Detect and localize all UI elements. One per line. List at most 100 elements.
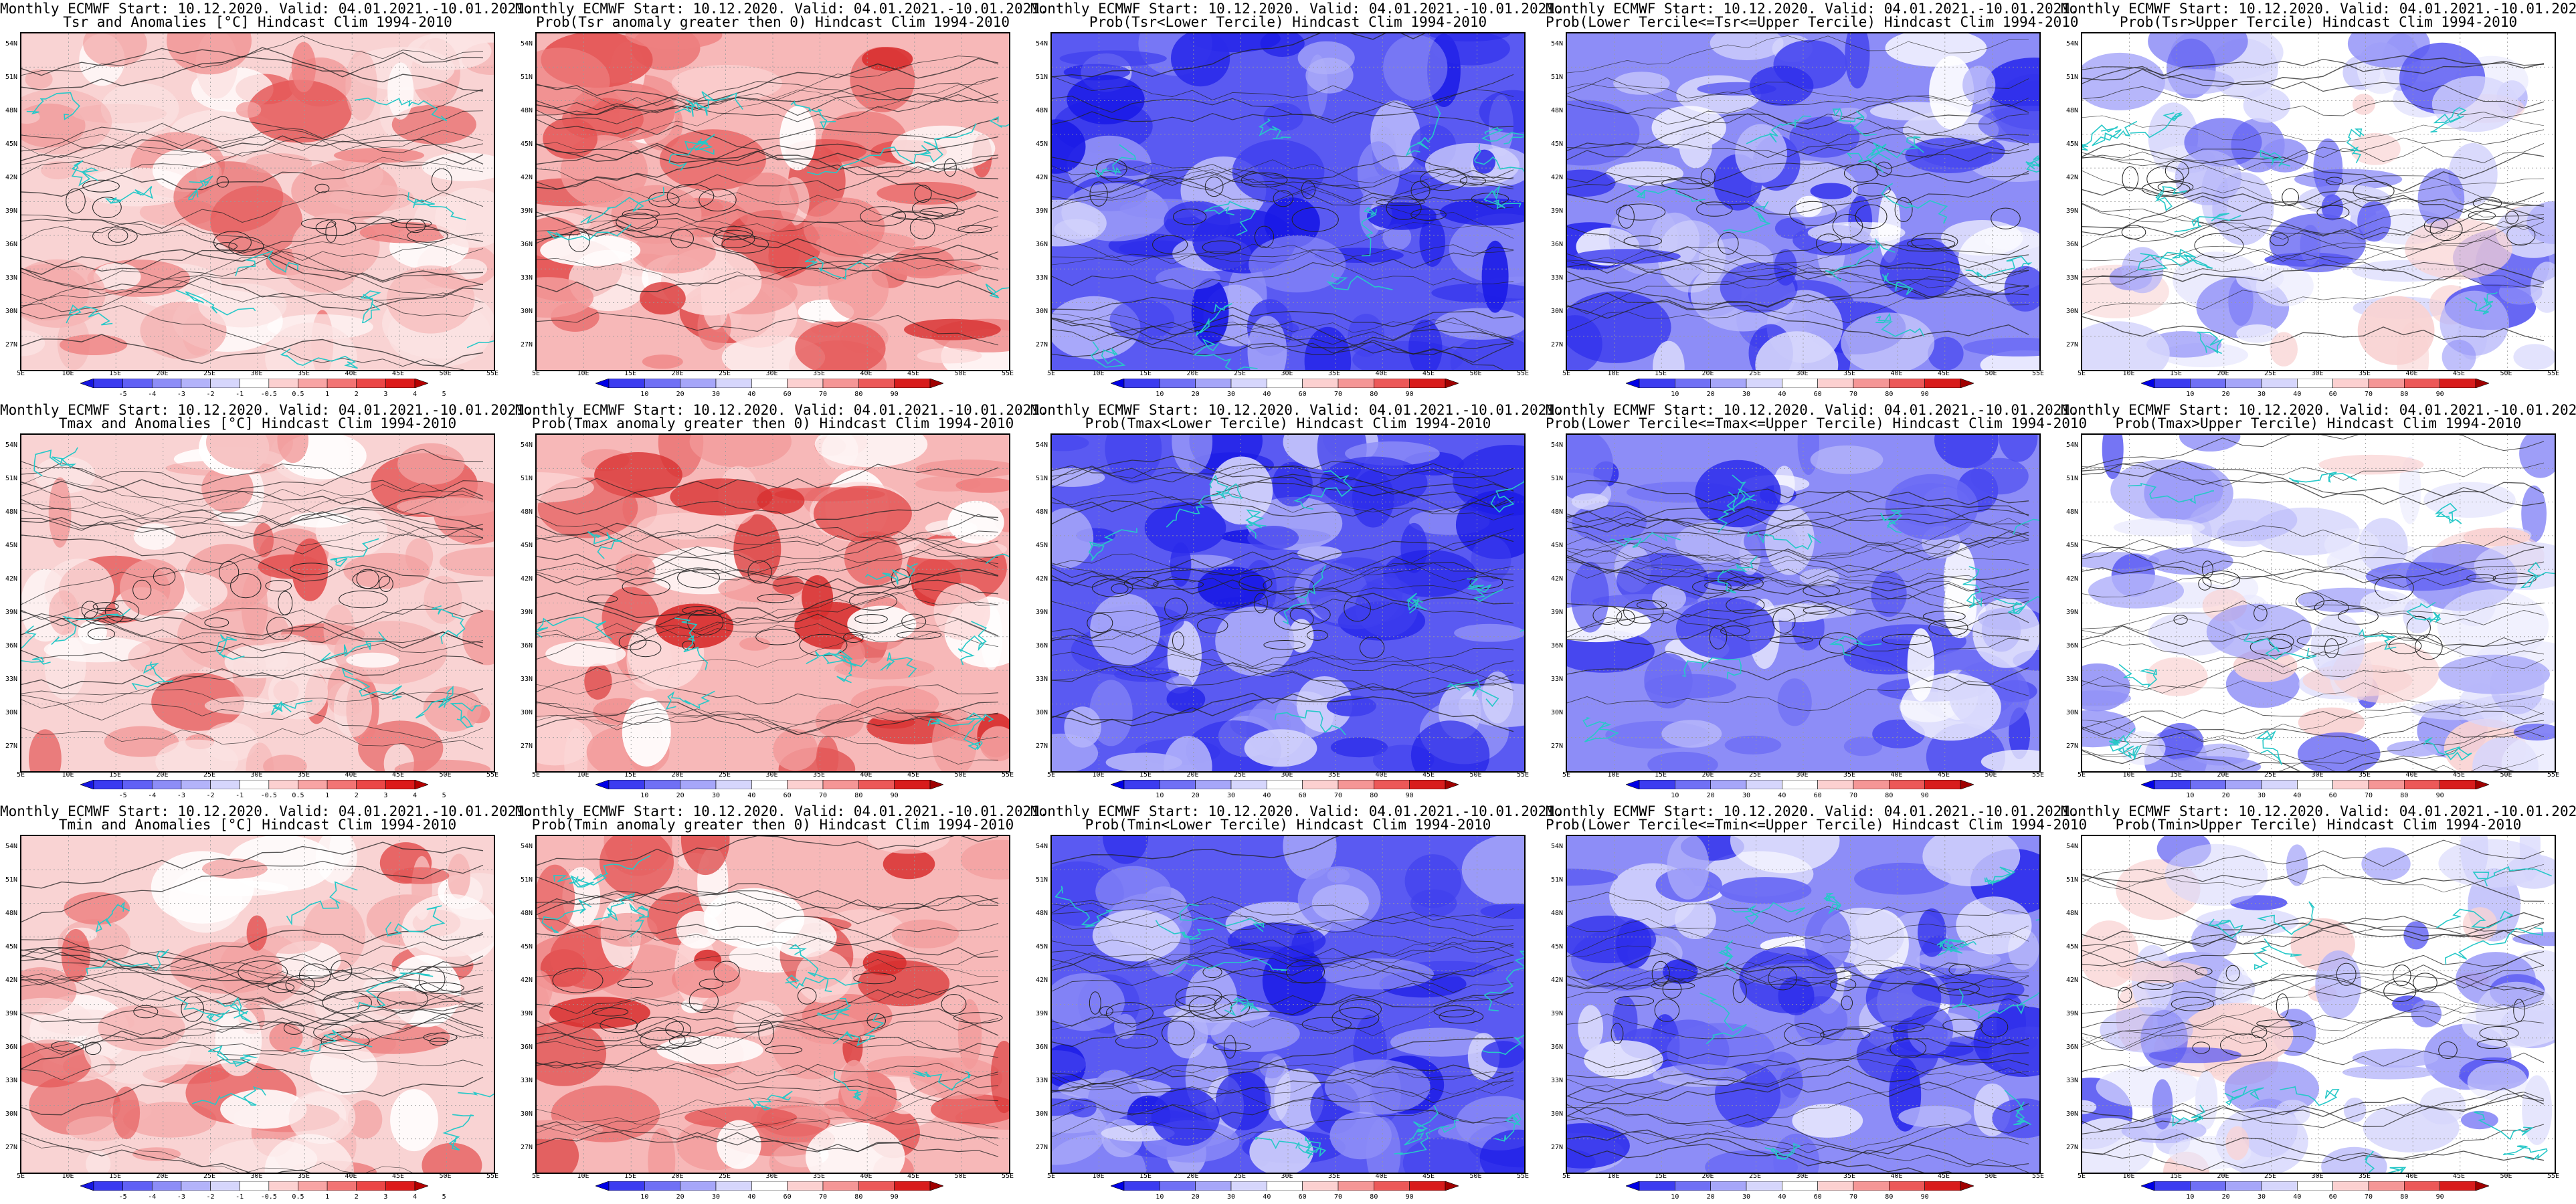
latitude-label: 36N	[1036, 1043, 1048, 1051]
colorbar-tick-label: 4	[412, 1193, 418, 1201]
longitude-label: 50E	[2500, 771, 2512, 779]
colorbar-tick-label: 30	[2257, 1193, 2266, 1201]
latitude-label: 48N	[2066, 910, 2079, 917]
panel-header: Monthly ECMWF Start: 10.12.2020. Valid: …	[1030, 402, 1564, 418]
latitude-label: 45N	[521, 542, 533, 549]
forecast-map	[20, 433, 495, 773]
colorbar-tick-label: 60	[2328, 792, 2337, 799]
panel-header: Monthly ECMWF Start: 10.12.2020. Valid: …	[0, 803, 533, 819]
colorbar-tick-label: 80	[1885, 792, 1894, 799]
colorbar-tick-label: -2	[206, 792, 215, 799]
longitude-label: 55E	[486, 1173, 499, 1180]
latitude-label: 54N	[5, 40, 18, 47]
colorbar-tick-label: 80	[2400, 1193, 2409, 1201]
latitude-label: 51N	[5, 475, 18, 482]
colorbar-tick-label: 1	[325, 391, 330, 398]
longitude-label: 15E	[2169, 370, 2183, 377]
colorbar	[1626, 1181, 1974, 1191]
colorbar	[2141, 780, 2489, 789]
colorbar-tick-label: 30	[2257, 391, 2266, 398]
latitude-label: 39N	[2066, 207, 2079, 215]
longitude-label: 10E	[62, 370, 74, 377]
latitude-label: 45N	[1551, 542, 1564, 549]
colorbar-tick-label: 80	[1370, 391, 1378, 398]
latitude-label: 48N	[1551, 508, 1564, 516]
colorbar-tick-label: 4	[412, 391, 418, 398]
latitude-label: 48N	[2066, 508, 2079, 516]
colorbar-tick-label: 90	[1405, 391, 1414, 398]
colorbar-tick-label: 90	[2435, 1193, 2444, 1201]
latitude-label: 27N	[1551, 1144, 1564, 1151]
longitude-label: 30E	[1796, 370, 1809, 377]
colorbar-tick-label: -0.5	[260, 1193, 277, 1201]
latitude-label: 27N	[2066, 341, 2079, 348]
colorbar-tick-label: 30	[1742, 1193, 1751, 1201]
longitude-label: 5E	[2077, 1173, 2086, 1180]
latitude-label: 39N	[2066, 1010, 2079, 1017]
colorbar-tick-label: 3	[383, 1193, 388, 1201]
longitude-label: 50E	[954, 370, 967, 377]
latitude-label: 51N	[5, 876, 18, 884]
colorbar-tick-label: 30	[1226, 1193, 1236, 1201]
longitude-label: 55E	[2547, 370, 2560, 377]
colorbar-tick-label: 30	[711, 391, 721, 398]
longitude-label: 30E	[765, 1173, 778, 1180]
latitude-label: 48N	[2066, 107, 2079, 114]
longitude-label: 55E	[2031, 771, 2045, 779]
longitude-label: 5E	[16, 370, 25, 377]
colorbar-tick-label: 10	[1156, 792, 1164, 799]
latitude-label: 30N	[5, 308, 18, 315]
latitude-label: 42N	[1551, 977, 1564, 984]
longitude-label: 45E	[907, 771, 920, 779]
longitude-label: 45E	[2452, 370, 2466, 377]
latitude-label: 51N	[521, 74, 533, 81]
colorbar	[1626, 379, 1974, 388]
latitude-label: 39N	[1036, 1010, 1048, 1017]
colorbar-tick-label: 40	[1778, 792, 1786, 799]
colorbar-tick-label: 30	[1742, 391, 1751, 398]
latitude-label: 36N	[1551, 241, 1564, 248]
colorbar-tick-label: -5	[118, 391, 127, 398]
colorbar-tick-label: 10	[640, 1193, 649, 1201]
longitude-label: 55E	[2031, 1173, 2045, 1180]
colorbar	[1111, 780, 1459, 789]
colorbar	[595, 379, 943, 388]
colorbar-tick-label: 2	[354, 391, 359, 398]
latitude-label: 27N	[1036, 341, 1048, 348]
colorbar-tick-label: -4	[148, 792, 157, 799]
panel-header: Monthly ECMWF Start: 10.12.2020. Valid: …	[515, 402, 1048, 418]
colorbar-tick-label: 60	[1298, 1193, 1307, 1201]
colorbar-tick-label: 90	[1405, 792, 1414, 799]
latitude-label: 36N	[5, 642, 18, 649]
colorbar-tick-label: 80	[1885, 391, 1894, 398]
latitude-label: 36N	[2066, 241, 2079, 248]
latitude-label: 39N	[5, 207, 18, 215]
colorbar-tick-label: 3	[383, 391, 388, 398]
longitude-label: 45E	[1422, 1173, 1435, 1180]
longitude-label: 35E	[1327, 370, 1341, 377]
panel-title: Tsr and Anomalies [°C] Hindcast Clim 199…	[63, 14, 452, 30]
latitude-label: 39N	[1551, 1010, 1564, 1017]
longitude-label: 5E	[531, 370, 541, 377]
latitude-label: 42N	[5, 977, 18, 984]
colorbar-tick-label: 0.5	[292, 792, 304, 799]
colorbar-tick-label: -4	[148, 391, 157, 398]
latitude-label: 54N	[521, 843, 533, 850]
latitude-label: 42N	[1551, 575, 1564, 583]
longitude-label: 50E	[1985, 370, 1997, 377]
longitude-label: 5E	[1562, 771, 1571, 779]
map-panel-tmin-5: Monthly ECMWF Start: 10.12.2020. Valid: …	[2061, 803, 2576, 1204]
map-panel-tmin-3: Monthly ECMWF Start: 10.12.2020. Valid: …	[1030, 803, 1564, 1204]
latitude-label: 30N	[5, 1110, 18, 1118]
latitude-label: 39N	[1551, 207, 1564, 215]
latitude-label: 51N	[1036, 876, 1048, 884]
longitude-label: 20E	[1186, 370, 1199, 377]
panel-title: Tmin and Anomalies [°C] Hindcast Clim 19…	[58, 817, 457, 833]
colorbar-tick-label: 60	[1813, 792, 1822, 799]
colorbar-tick-label: 70	[2364, 391, 2373, 398]
longitude-label: 50E	[1469, 1173, 1482, 1180]
latitude-label: 30N	[5, 709, 18, 716]
latitude-label: 39N	[5, 609, 18, 616]
latitude-label: 51N	[1551, 475, 1564, 482]
